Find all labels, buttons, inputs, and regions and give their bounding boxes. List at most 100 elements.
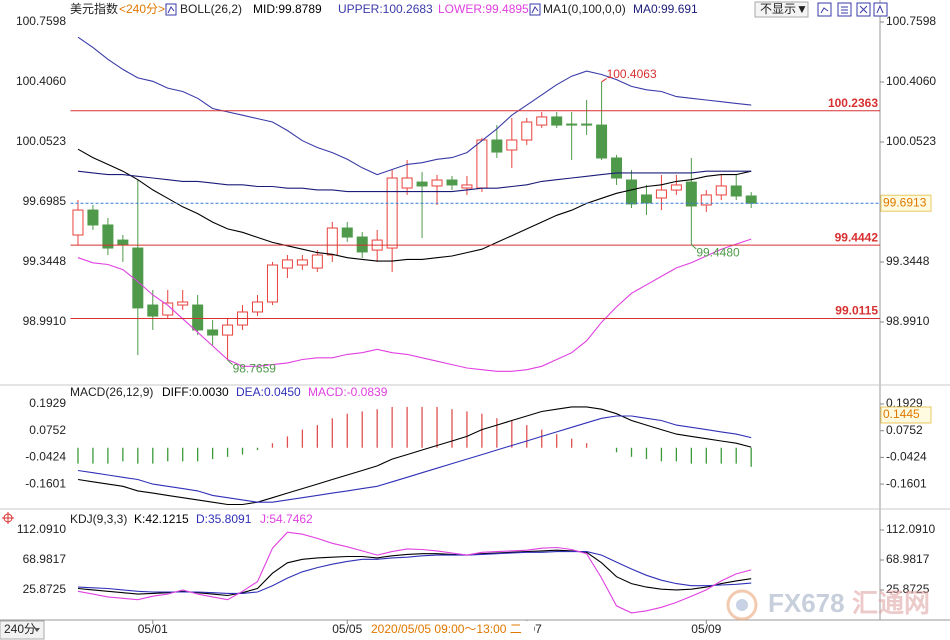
indicator-line (77, 415, 752, 503)
candle-body (356, 236, 368, 253)
y-tick-label: 112.0910 (17, 522, 66, 536)
candle-body (536, 116, 548, 126)
y-tick-label-right: 100.7598 (886, 14, 936, 28)
y-tick-label-right: 112.0910 (886, 522, 935, 536)
indicator-icon-glyph (531, 6, 539, 14)
candle-body (700, 194, 712, 206)
indicator-name: KDJ(9,3,3) (70, 512, 127, 526)
indicator-line (77, 36, 752, 176)
watermark-logo (736, 599, 748, 611)
candle-body (296, 259, 308, 266)
y-tick-label: 25.8725 (23, 582, 67, 596)
indicator-icon[interactable] (165, 3, 177, 16)
y-tick-label: 100.7598 (16, 14, 66, 28)
level-label: 99.4442 (835, 230, 879, 244)
candle-body (581, 123, 593, 126)
candle-body (401, 177, 413, 189)
candle-body (446, 179, 458, 186)
y-tick-label: -0.1601 (25, 476, 66, 490)
toolbar-icon-glyph (859, 5, 868, 14)
level-label: 100.2363 (828, 96, 878, 110)
last-price-label: 99.6913 (883, 195, 927, 209)
candle-body (730, 185, 742, 197)
y-tick-label: 99.3448 (23, 254, 67, 268)
candle-body (685, 181, 697, 207)
candle-body (551, 116, 563, 126)
y-tick-label-right: 99.3448 (886, 254, 930, 268)
value-marker-box (880, 406, 932, 424)
cursor-label: 2020/05/05 09:00～13:00 二 (371, 622, 522, 636)
toolbar-icon[interactable] (873, 2, 888, 17)
candle-body (132, 247, 144, 309)
candle-body (491, 139, 503, 153)
candle-body (147, 304, 159, 317)
legend-entry: D:35.8091 (196, 512, 252, 526)
watermark-brand: FX678 (768, 588, 845, 618)
candle-body (431, 179, 443, 187)
candle-body (222, 324, 234, 336)
toolbar-icon-glyph (876, 4, 884, 14)
period-tab-arrow (34, 628, 40, 632)
toolbar-icon[interactable] (817, 2, 832, 17)
period-tab-label[interactable]: 240分 (4, 622, 36, 636)
x-tick-label: 05/01 (138, 622, 168, 636)
price-mark-tick (691, 244, 697, 250)
legend-entry: K:42.1215 (134, 512, 189, 526)
overlay-layer: 99.6913 0.1445 2020/05/05 09:00～13:00 二 (368, 194, 932, 639)
candle-body (72, 209, 84, 236)
candle-body (461, 184, 473, 189)
toolbar-icon-glyph (820, 7, 829, 14)
cursor-label-box (368, 621, 534, 639)
y-tick-label-right: 0.0752 (886, 423, 923, 437)
candle-body (715, 185, 727, 196)
y-tick-label: 0.0752 (29, 423, 66, 437)
y-tick-label-right: 68.9817 (886, 552, 930, 566)
toolbar-icon-glyph (841, 6, 848, 14)
indicator-name: BOLL(26,2) (180, 2, 242, 16)
y-tick-label-right: -0.1601 (886, 476, 927, 490)
watermark: FX678 汇通网 (726, 588, 930, 621)
legend-entry: DIFF:0.0030 (162, 385, 229, 399)
y-tick-label-right: 100.0523 (886, 134, 936, 148)
y-tick-label: 100.0523 (16, 134, 66, 148)
legend-entry: MA0:99.691 (633, 2, 698, 16)
y-tick-label-right: 25.8725 (886, 582, 930, 596)
candle-body (521, 121, 533, 141)
candle-body (207, 329, 219, 336)
instrument-title: 美元指数 (70, 1, 118, 16)
candle-body (102, 224, 114, 249)
y-tick-label: 99.6985 (23, 194, 67, 208)
candle-body (640, 194, 652, 204)
candle-body (566, 123, 578, 126)
candle-body (326, 227, 338, 256)
indicator-line (77, 148, 752, 262)
legend-entry: J:54.7462 (260, 512, 313, 526)
legend-entry: LOWER:99.4895 (438, 2, 529, 16)
x-tick-label: 05/09 (691, 622, 721, 636)
candle-body (745, 195, 757, 204)
y-tick-label-right: 100.4060 (886, 74, 936, 88)
indicator-name: MACD(26,12,9) (70, 385, 153, 399)
watermark-name: 汇通网 (852, 588, 930, 618)
indicator-icon[interactable] (529, 3, 541, 16)
period-label: <240分> (119, 2, 165, 16)
period-tab[interactable] (0, 620, 45, 640)
candle-body (626, 179, 637, 205)
candle-body (341, 227, 353, 238)
candle-body (311, 254, 323, 269)
candle-body (416, 181, 428, 187)
candle-body (506, 139, 518, 151)
y-tick-label: 98.9910 (23, 314, 67, 328)
price-mark-tick (601, 78, 607, 83)
hide-button[interactable] (754, 1, 809, 18)
y-tick-label: 68.9817 (23, 552, 67, 566)
hide-button-label[interactable]: 不显示▼ (760, 2, 808, 16)
candle-body (386, 177, 398, 249)
y-tick-label: 0.1929 (29, 396, 66, 410)
legend-entry: UPPER:100.2683 (338, 2, 433, 16)
indicator-line (77, 531, 752, 614)
candle-body (162, 302, 174, 316)
last-price-box (880, 194, 932, 212)
